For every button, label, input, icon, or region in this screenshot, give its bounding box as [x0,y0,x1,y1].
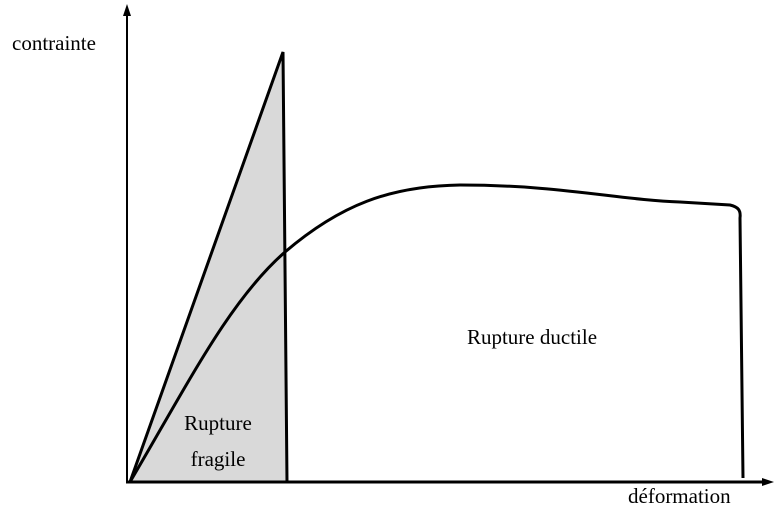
brittle-label: fragile [191,447,246,471]
y-axis-arrow [123,4,131,16]
ductile-curve [128,183,745,483]
ductile-label: Rupture ductile [467,325,597,349]
x-axis-label: déformation [628,484,731,508]
brittle-label: Rupture [184,411,252,435]
x-axis-arrow [762,478,774,486]
y-axis-label: contrainte [12,31,96,55]
